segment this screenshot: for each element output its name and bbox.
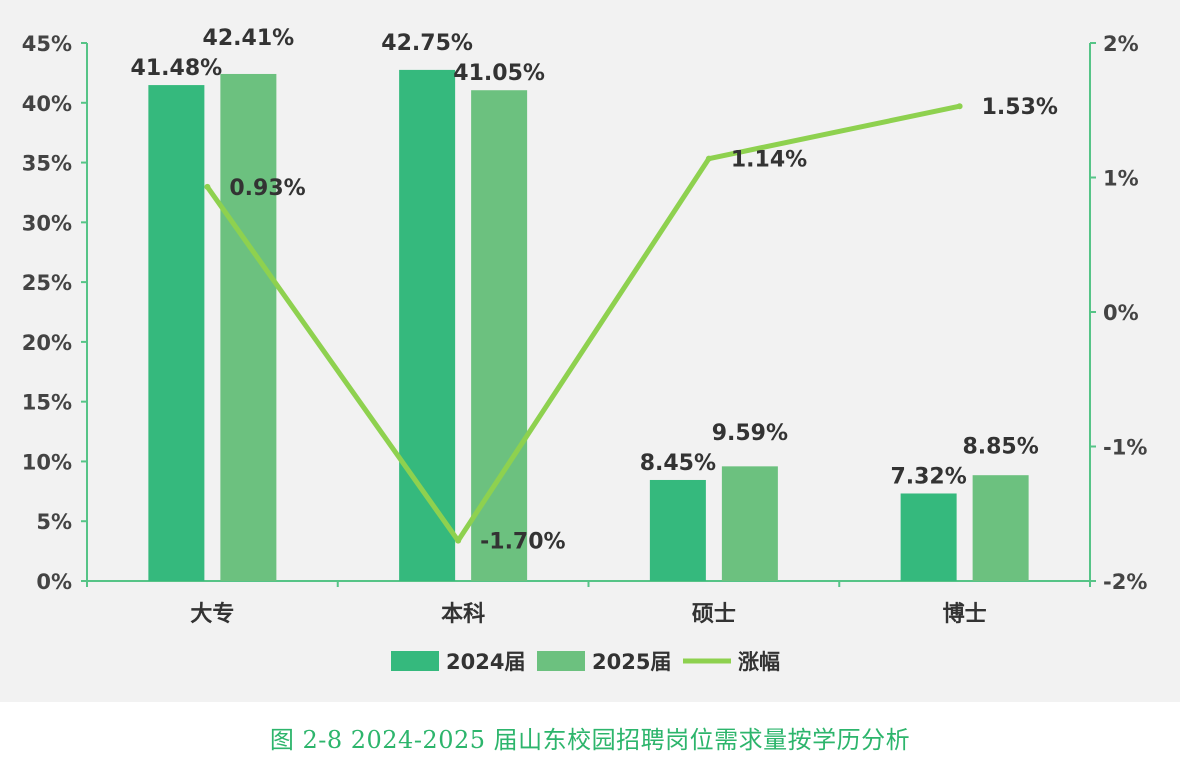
bar-value-label: 42.75% — [381, 31, 473, 56]
figure-caption: 图 2-8 2024-2025 届山东校园招聘岗位需求量按学历分析 — [269, 726, 911, 754]
category-label: 博士 — [943, 601, 987, 627]
left-tick-label: 0% — [36, 570, 72, 594]
bar-value-label: 8.85% — [962, 434, 1038, 459]
bar-2025届-硕士 — [721, 466, 778, 581]
legend-label: 2024届 — [446, 650, 525, 674]
right-tick-label: 1% — [1103, 167, 1139, 191]
bar-value-label: 42.41% — [203, 26, 295, 51]
bar-2024届-本科 — [399, 69, 456, 582]
bar-value-label: 9.59% — [712, 421, 788, 446]
line-point — [204, 183, 211, 190]
bar-2025届-本科 — [471, 90, 528, 582]
left-tick-label: 25% — [22, 271, 72, 295]
bar-2025届-大专 — [220, 73, 277, 581]
left-tick-label: 10% — [22, 450, 72, 474]
line-value-label: -1.70% — [480, 530, 565, 555]
combo-chart: 0% 5% 10% 15% 20% 25% 30% 35% 40% 45% -2% -1% 0% 1% 2%… — [22, 26, 1148, 674]
category-label: 本科 — [441, 602, 485, 627]
left-tick-label: 20% — [22, 331, 72, 355]
legend-swatch-2025届 — [537, 651, 585, 671]
bar-value-label: 41.05% — [453, 61, 545, 86]
left-tick-label: 5% — [36, 510, 72, 534]
bar-2024届-大专 — [148, 85, 205, 581]
line-point — [455, 537, 462, 544]
category-label: 大专 — [190, 601, 234, 627]
left-tick-label: 40% — [22, 92, 72, 116]
category-label: 硕士 — [692, 602, 736, 627]
line-value-label: 1.14% — [731, 148, 807, 173]
chart-panel: 0% 5% 10% 15% 20% 25% 30% 35% 40% 45% -2% -1% 0% 1% 2%… — [0, 0, 1180, 702]
legend-swatch-2024届 — [391, 651, 439, 671]
line-value-label: 0.93% — [229, 176, 305, 201]
left-tick-label: 45% — [22, 32, 72, 56]
line-point — [705, 155, 712, 162]
bar-2024届-博士 — [900, 493, 957, 581]
bar-value-label: 41.48% — [131, 56, 223, 81]
left-tick-label: 15% — [22, 391, 72, 415]
line-value-label: 1.53% — [982, 95, 1058, 120]
bar-value-label: 8.45% — [640, 451, 716, 476]
left-tick-label: 35% — [22, 152, 72, 176]
left-tick-label: 30% — [22, 211, 72, 235]
bar-value-label: 7.32% — [890, 464, 966, 489]
right-tick-label: 0% — [1103, 301, 1139, 325]
legend-label: 涨幅 — [738, 650, 780, 674]
right-tick-label: -1% — [1103, 436, 1147, 460]
line-point — [956, 103, 963, 110]
bar-2024届-硕士 — [649, 479, 706, 581]
line-series-涨幅 — [204, 103, 963, 544]
legend-label: 2025届 — [592, 650, 671, 674]
bar-2025届-博士 — [972, 475, 1029, 581]
right-tick-label: -2% — [1103, 570, 1147, 594]
right-tick-label: 2% — [1103, 32, 1139, 56]
